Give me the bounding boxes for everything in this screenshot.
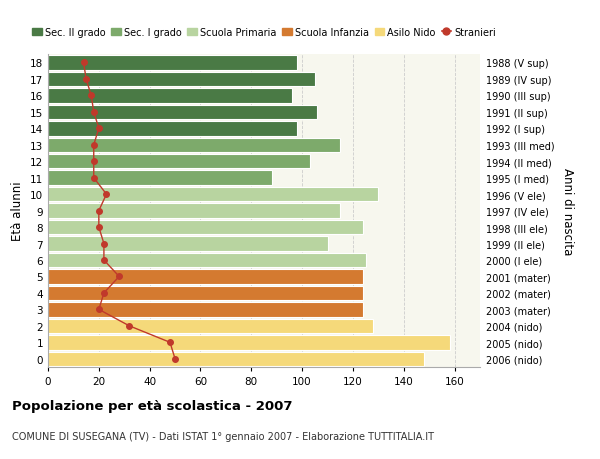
Bar (48, 171, 272, 185)
Bar (48, 204, 340, 218)
Bar (48, 286, 363, 301)
Bar (48, 138, 340, 153)
Bar (48, 106, 317, 120)
Bar (48, 89, 292, 103)
Bar (48, 155, 310, 169)
Bar (48, 336, 449, 350)
Bar (48, 253, 365, 268)
Bar (48, 352, 424, 366)
Legend: Sec. II grado, Sec. I grado, Scuola Primaria, Scuola Infanzia, Asilo Nido, Stran: Sec. II grado, Sec. I grado, Scuola Prim… (32, 28, 496, 38)
Bar (48, 269, 363, 284)
Text: COMUNE DI SUSEGANA (TV) - Dati ISTAT 1° gennaio 2007 - Elaborazione TUTTITALIA.I: COMUNE DI SUSEGANA (TV) - Dati ISTAT 1° … (12, 431, 434, 442)
Bar (48, 187, 379, 202)
Bar (48, 73, 315, 87)
Y-axis label: Età alunni: Età alunni (11, 181, 25, 241)
Text: Popolazione per età scolastica - 2007: Popolazione per età scolastica - 2007 (12, 399, 293, 412)
Bar (48, 302, 363, 317)
Bar (48, 319, 373, 333)
Y-axis label: Anni di nascita: Anni di nascita (560, 168, 574, 255)
Bar (48, 56, 297, 71)
Bar (48, 220, 363, 235)
Bar (48, 237, 328, 251)
Bar (48, 122, 297, 136)
